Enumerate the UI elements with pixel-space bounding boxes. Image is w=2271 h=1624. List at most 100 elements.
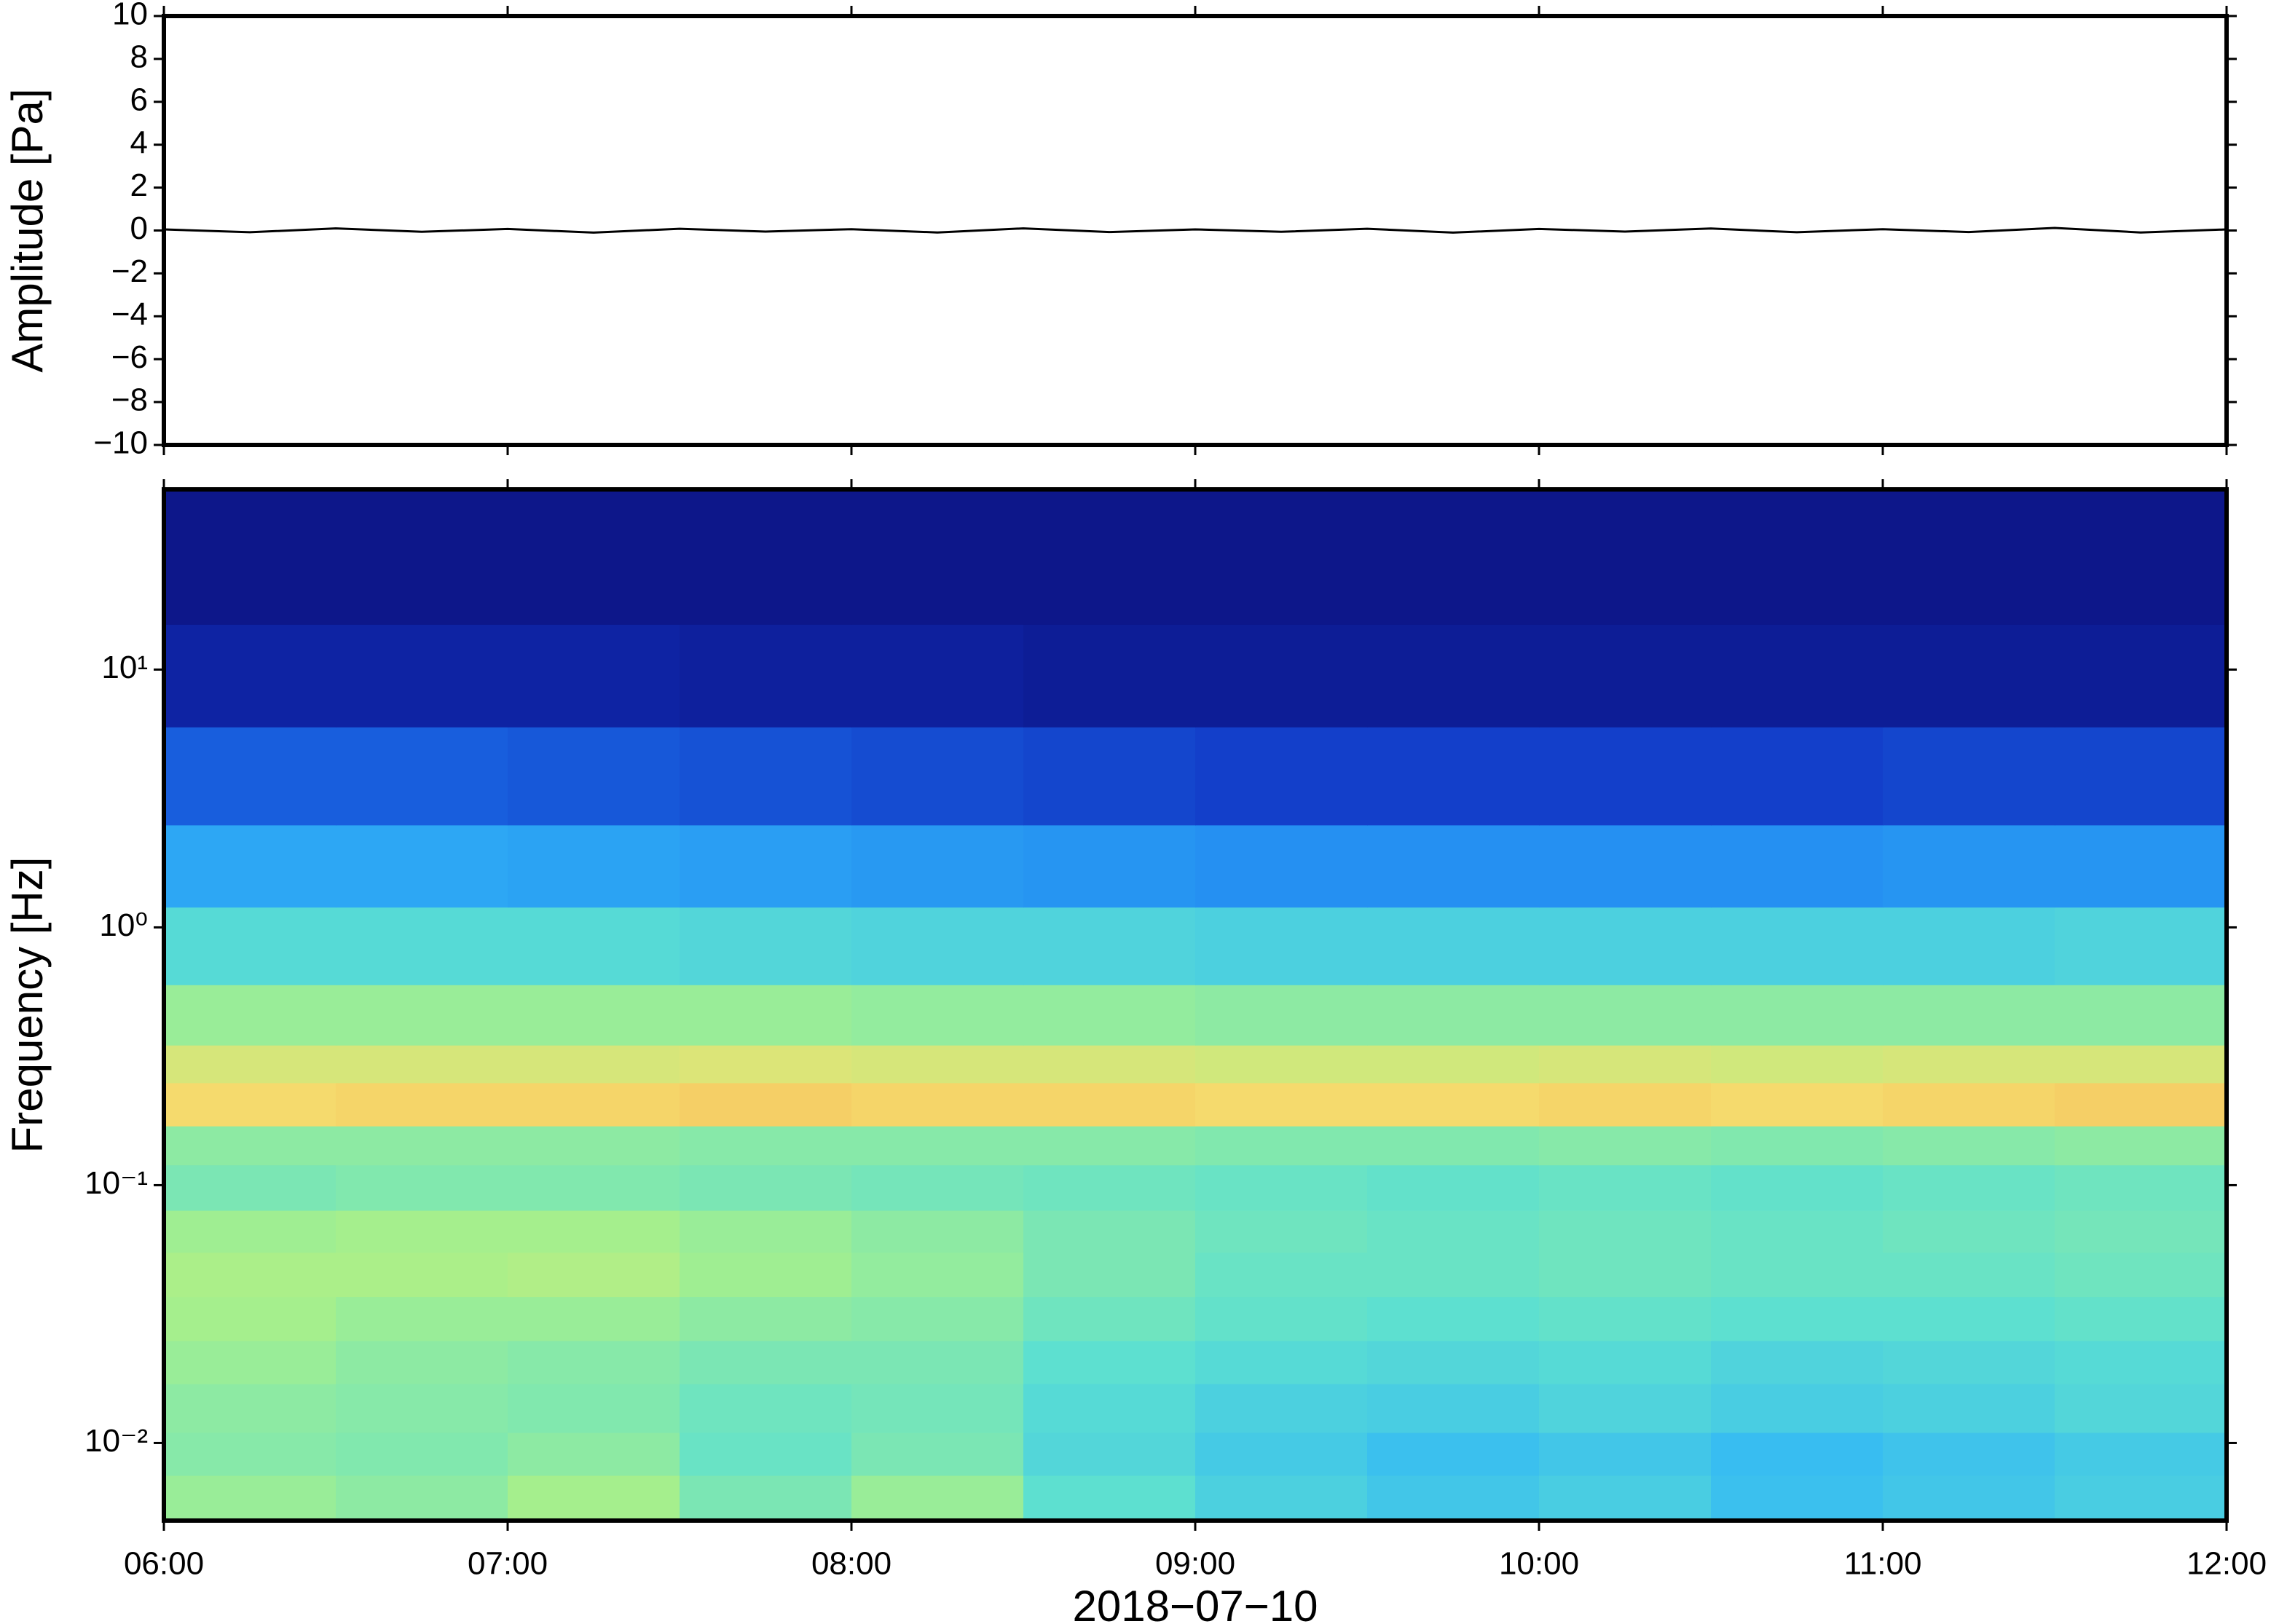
spectrogram-cell — [508, 1082, 680, 1127]
spectrogram-cell — [1023, 1340, 1196, 1384]
spectrogram-cell — [1711, 1296, 1884, 1341]
spectrogram-cell — [1883, 1383, 2055, 1433]
spectrogram-cell — [680, 1432, 852, 1476]
spectrogram-cell — [1883, 824, 2055, 908]
spectrogram-cell — [336, 824, 508, 908]
spectrogram-cell — [851, 1125, 1024, 1166]
spectrogram-cell — [1711, 1432, 1884, 1476]
spectrogram-cell — [1883, 1252, 2055, 1298]
spectrogram-cell — [1195, 1383, 1368, 1433]
spectrogram-cell — [336, 1082, 508, 1127]
y-tick-label: 8 — [130, 39, 148, 75]
spectrogram-cell — [1539, 1252, 1712, 1298]
spectrogram-cell — [164, 1432, 336, 1476]
spectrogram-cell — [1367, 1432, 1540, 1476]
spectrogram-cell — [1711, 726, 1884, 826]
x-tick-label: 11:00 — [1844, 1546, 1922, 1582]
spectrogram-cell — [1539, 1475, 1712, 1521]
spectrogram-cell — [1539, 489, 1712, 625]
spectrogram-cell — [1711, 624, 1884, 728]
spectrogram-cell — [2055, 1044, 2227, 1084]
spectrogram-cell — [1367, 1296, 1540, 1341]
spectrogram-cell — [680, 907, 852, 985]
spectrogram-cell — [1023, 1383, 1196, 1433]
spectrogram-cell — [1883, 1432, 2055, 1476]
spectrogram-cell — [1539, 824, 1712, 908]
spectrogram-cell — [508, 824, 680, 908]
spectrogram-cell — [1539, 1296, 1712, 1341]
spectrogram-cell — [336, 489, 508, 625]
spectrogram-cell — [1711, 1044, 1884, 1084]
spectrogram-cell — [2055, 824, 2227, 908]
spectrogram-cell — [1367, 489, 1540, 625]
spectrogram-cell — [1883, 907, 2055, 985]
y-tick-label: −4 — [111, 296, 148, 332]
spectrogram-cell — [1195, 489, 1368, 625]
spectrogram-cell — [508, 624, 680, 728]
spectrogram-cell — [680, 1210, 852, 1253]
y-tick-label: 2 — [130, 167, 148, 203]
spectrogram-cell — [851, 489, 1024, 625]
x-tick-label: 06:00 — [124, 1546, 204, 1582]
spectrogram-cell — [336, 1210, 508, 1253]
y-tick-label: 4 — [130, 125, 148, 160]
spectrogram-cell — [851, 1252, 1024, 1298]
spectrogram-cell — [1023, 489, 1196, 625]
spectrogram-cell — [851, 1296, 1024, 1341]
spectrogram-cell — [508, 1164, 680, 1211]
spectrogram-cell — [851, 984, 1024, 1046]
y-tick-label: 0 — [130, 210, 148, 246]
spectrogram-cell — [1023, 1432, 1196, 1476]
spectrogram-cell — [851, 1082, 1024, 1127]
spectrogram-cell — [1023, 726, 1196, 826]
spectrogram-cell — [1367, 1164, 1540, 1211]
spectrogram-cell — [1367, 824, 1540, 908]
spectrogram-cell — [851, 1164, 1024, 1211]
spectrogram-cell — [508, 1340, 680, 1384]
spectrogram-cell — [1711, 1340, 1884, 1384]
spectrogram-cell — [1539, 1125, 1712, 1166]
spectrogram-cell — [1883, 1082, 2055, 1127]
spectrogram-cell — [680, 1340, 852, 1384]
spectrogram-cell — [2055, 1296, 2227, 1341]
spectrogram-cell — [1023, 1044, 1196, 1084]
spectrogram-cell — [1023, 824, 1196, 908]
spectrogram-cell — [1539, 1164, 1712, 1211]
plot-area — [164, 226, 2227, 234]
spectrogram-cell — [2055, 1475, 2227, 1521]
spectrogram-cell — [508, 1383, 680, 1433]
spectrogram-cell — [2055, 1082, 2227, 1127]
spectrogram-cell — [164, 1383, 336, 1433]
spectrogram-cell — [2055, 489, 2227, 625]
spectrogram-cell — [851, 1475, 1024, 1521]
spectrogram-cell — [1711, 1164, 1884, 1211]
spectrogram-cell — [851, 726, 1024, 826]
y-tick-label: 10⁰ — [99, 907, 148, 943]
spectrogram-cell — [336, 1125, 508, 1166]
spectrogram-cell — [1367, 726, 1540, 826]
spectrogram-cell — [1367, 907, 1540, 985]
x-tick-label: 09:00 — [1155, 1546, 1235, 1582]
spectrogram-cell — [1195, 1296, 1368, 1341]
spectrogram-cell — [2055, 1340, 2227, 1384]
spectrogram-cell — [680, 1164, 852, 1211]
spectrogram-cell — [680, 1475, 852, 1521]
spectrogram-cell — [1195, 1252, 1368, 1298]
spectrogram-cell — [1367, 984, 1540, 1046]
spectrogram-cell — [1711, 1383, 1884, 1433]
y-tick-label: 6 — [130, 82, 148, 117]
spectrogram-cell — [2055, 1125, 2227, 1166]
spectrogram-cell — [680, 624, 852, 728]
spectrogram-cell — [1023, 1210, 1196, 1253]
spectrogram-cell — [1023, 1164, 1196, 1211]
spectrogram-cell — [680, 984, 852, 1046]
spectrogram-cell — [164, 1252, 336, 1298]
x-tick-label: 10:00 — [1499, 1546, 1579, 1582]
spectrogram-cell — [1367, 1210, 1540, 1253]
spectrogram-cell — [164, 1210, 336, 1253]
spectrogram-cell — [1539, 984, 1712, 1046]
x-tick-label: 07:00 — [468, 1546, 548, 1582]
spectrogram-cell — [1711, 489, 1884, 625]
spectrogram-cell — [164, 1125, 336, 1166]
spectrogram-cell — [1539, 1082, 1712, 1127]
